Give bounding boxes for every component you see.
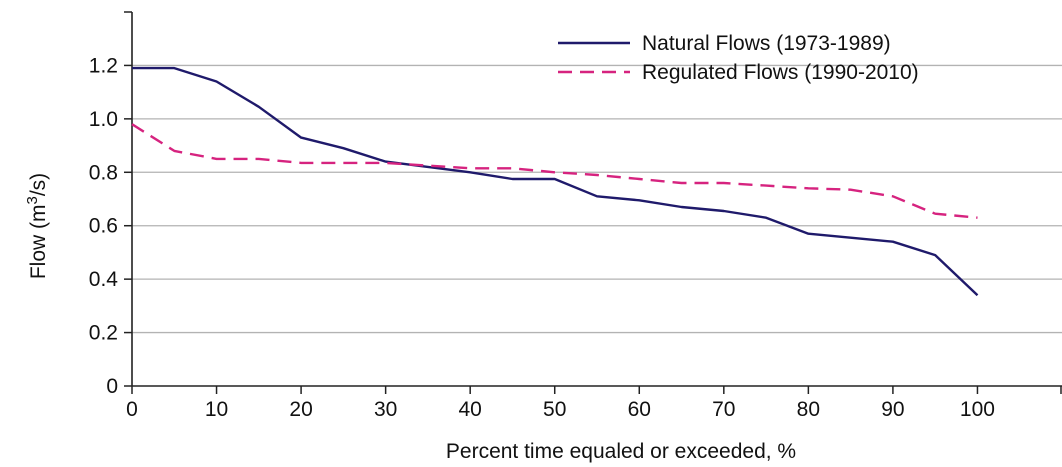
series-lines — [131, 66, 979, 297]
y-axis-title-prefix: Flow (m — [27, 205, 50, 280]
x-axis-title: Percent time equaled or exceeded, % — [446, 440, 796, 463]
y-tick-label: 1.0 — [89, 108, 118, 131]
x-tick-label: 30 — [374, 398, 397, 421]
y-axis-title: Flow (m3/s) — [24, 173, 50, 279]
x-tick-label: 0 — [126, 398, 138, 421]
y-axis-title-suffix: /s) — [27, 173, 50, 196]
x-tick-label: 70 — [712, 398, 735, 421]
y-axis-title-superscript: 3 — [24, 196, 41, 204]
gridlines — [132, 64, 1062, 334]
x-tick-label: 90 — [881, 398, 904, 421]
x-tick-label: 40 — [459, 398, 482, 421]
y-tick-label: 0.2 — [89, 322, 118, 345]
legend: Natural Flows (1973-1989) Regulated Flows… — [558, 32, 919, 84]
y-tick-label: 0.4 — [89, 268, 119, 291]
x-tick-label: 50 — [543, 398, 566, 421]
x-tick-label: 60 — [628, 398, 651, 421]
series-line-regulated-flows — [131, 123, 978, 219]
series-line-natural-flows — [132, 66, 979, 297]
tick-labels: 0 0.2 0.4 0.6 0.8 1.0 1.2 0 10 20 30 40 50 60 70 80 90 10… — [89, 54, 995, 421]
x-tick-label: 80 — [797, 398, 820, 421]
axes — [124, 11, 1062, 394]
y-tick-label: 0.8 — [89, 161, 118, 184]
legend-label: Natural Flows (1973-1989) — [642, 32, 891, 55]
y-tick-label: 1.2 — [89, 54, 118, 77]
legend-label: Regulated Flows (1990-2010) — [642, 61, 919, 84]
y-tick-label: 0.6 — [89, 215, 118, 238]
x-tick-label: 100 — [960, 398, 995, 421]
y-tick-label: 0 — [106, 375, 118, 398]
x-tick-label: 10 — [205, 398, 228, 421]
x-tick-label: 20 — [289, 398, 312, 421]
